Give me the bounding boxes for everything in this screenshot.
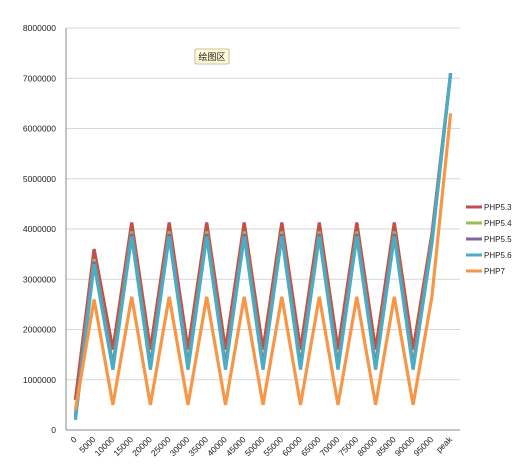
y-tick-label: 0 — [51, 425, 56, 435]
series-lines — [73, 73, 453, 421]
y-tick-label: 5000000 — [23, 174, 56, 184]
plot-area-tooltip-box — [194, 48, 230, 65]
plot-area-tooltip-text: 绘图区 — [198, 51, 225, 63]
y-tick-label: 1000000 — [23, 375, 56, 385]
y-tick-label: 3000000 — [23, 274, 56, 284]
legend: PHP5.3 PHP5.4 PHP5.5 PHP5.6 PHP7 — [466, 203, 512, 276]
y-tick-label: 8000000 — [23, 23, 56, 33]
legend-label: PHP7 — [484, 267, 505, 276]
legend-label: PHP5.5 — [484, 235, 512, 244]
y-tick-label: 7000000 — [23, 73, 56, 83]
axes — [65, 28, 460, 431]
series-line-php5-6 — [73, 73, 453, 421]
y-tick-label: 4000000 — [23, 224, 56, 234]
legend-label: PHP5.6 — [484, 251, 512, 260]
series-line-php7 — [73, 113, 453, 411]
plot-area-tooltip: 绘图区 — [194, 48, 230, 65]
y-tick-label: 6000000 — [23, 124, 56, 134]
legend-label: PHP5.3 — [484, 203, 512, 212]
legend-label: PHP5.4 — [484, 219, 512, 228]
y-tick-labels: 0 1000000 2000000 3000000 4000000 5000000 6000… — [23, 23, 56, 435]
y-tick-label: 2000000 — [23, 325, 56, 335]
x-tick-label: 0 — [68, 434, 79, 445]
